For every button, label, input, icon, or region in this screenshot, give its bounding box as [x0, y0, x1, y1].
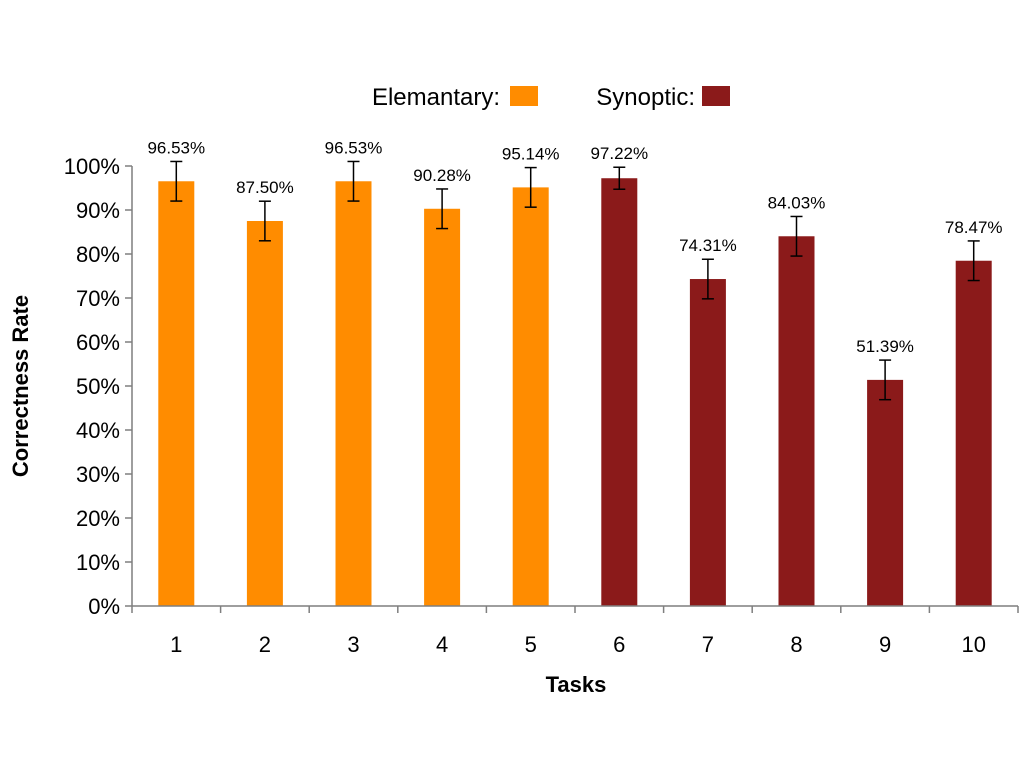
legend: Elemantary: Synoptic:: [372, 84, 730, 111]
data-label-task-3: 96.53%: [325, 138, 383, 157]
bar-task-4: [424, 208, 461, 606]
data-labels: 96.53% 87.50% 96.53% 90.28% 95.14% 97.22% 74.3…: [147, 138, 1002, 356]
y-tick-label: 30%: [76, 462, 120, 487]
data-label-task-6: 97.22%: [590, 144, 648, 163]
x-tick-label: 9: [879, 632, 891, 657]
bar-task-9: [867, 379, 904, 606]
bar-task-10: [955, 260, 992, 606]
data-label-task-10: 78.47%: [945, 218, 1003, 237]
x-tick-label: 1: [170, 632, 182, 657]
bar-task-1: [158, 181, 195, 606]
data-label-task-1: 96.53%: [147, 138, 205, 157]
legend-swatch-synoptic: [702, 86, 730, 106]
y-tick-label: 70%: [76, 286, 120, 311]
error-bars: [170, 160, 980, 401]
data-label-task-9: 51.39%: [856, 337, 914, 356]
x-axis-title: Tasks: [546, 672, 607, 697]
y-tick-label: 50%: [76, 374, 120, 399]
x-tick-label: 8: [790, 632, 802, 657]
legend-label-synoptic: Synoptic:: [596, 84, 695, 111]
data-label-task-2: 87.50%: [236, 178, 294, 197]
data-label-task-5: 95.14%: [502, 145, 560, 164]
x-tick-label: 10: [961, 632, 985, 657]
y-tick-label: 60%: [76, 330, 120, 355]
y-tick-label: 40%: [76, 418, 120, 443]
x-tick-label: 3: [347, 632, 359, 657]
y-tick-label: 0%: [88, 594, 120, 619]
x-tick-label: 6: [613, 632, 625, 657]
legend-label-elemantary: Elemantary:: [372, 84, 500, 111]
y-axis-title: Correctness Rate: [8, 295, 33, 477]
x-axis-ticks: 1 2 3 4 5 6 7 8 9 10: [131, 606, 1019, 657]
y-tick-label: 10%: [76, 550, 120, 575]
x-tick-label: 2: [259, 632, 271, 657]
data-label-task-7: 74.31%: [679, 236, 737, 255]
bar-task-7: [689, 279, 726, 606]
data-label-task-4: 90.28%: [413, 166, 471, 185]
y-tick-label: 20%: [76, 506, 120, 531]
bar-task-5: [512, 187, 549, 606]
legend-swatch-elemantary: [510, 86, 538, 106]
bar-task-3: [335, 181, 372, 606]
bars: [158, 178, 992, 606]
x-tick-label: 5: [525, 632, 537, 657]
y-tick-label: 90%: [76, 198, 120, 223]
y-axis-ticks: 0% 10% 20% 30% 40% 50% 60% 70% 80% 90% 100%: [64, 154, 132, 619]
x-tick-label: 7: [702, 632, 714, 657]
y-tick-label: 80%: [76, 242, 120, 267]
bar-task-6: [601, 178, 638, 606]
y-tick-label: 100%: [64, 154, 120, 179]
data-label-task-8: 84.03%: [768, 193, 826, 212]
x-tick-label: 4: [436, 632, 448, 657]
bar-task-8: [778, 236, 815, 606]
bar-task-2: [246, 221, 283, 606]
